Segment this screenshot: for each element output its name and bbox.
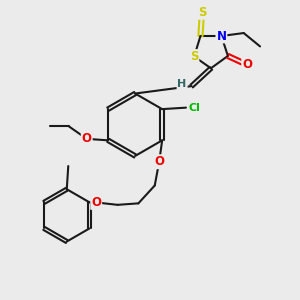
Text: O: O [91,196,101,209]
Text: H: H [178,79,187,89]
Text: S: S [198,6,206,19]
Text: O: O [242,58,252,71]
Text: S: S [190,50,198,63]
Text: N: N [216,29,226,43]
Text: O: O [154,155,164,168]
Text: Cl: Cl [188,103,200,112]
Text: O: O [82,132,92,146]
